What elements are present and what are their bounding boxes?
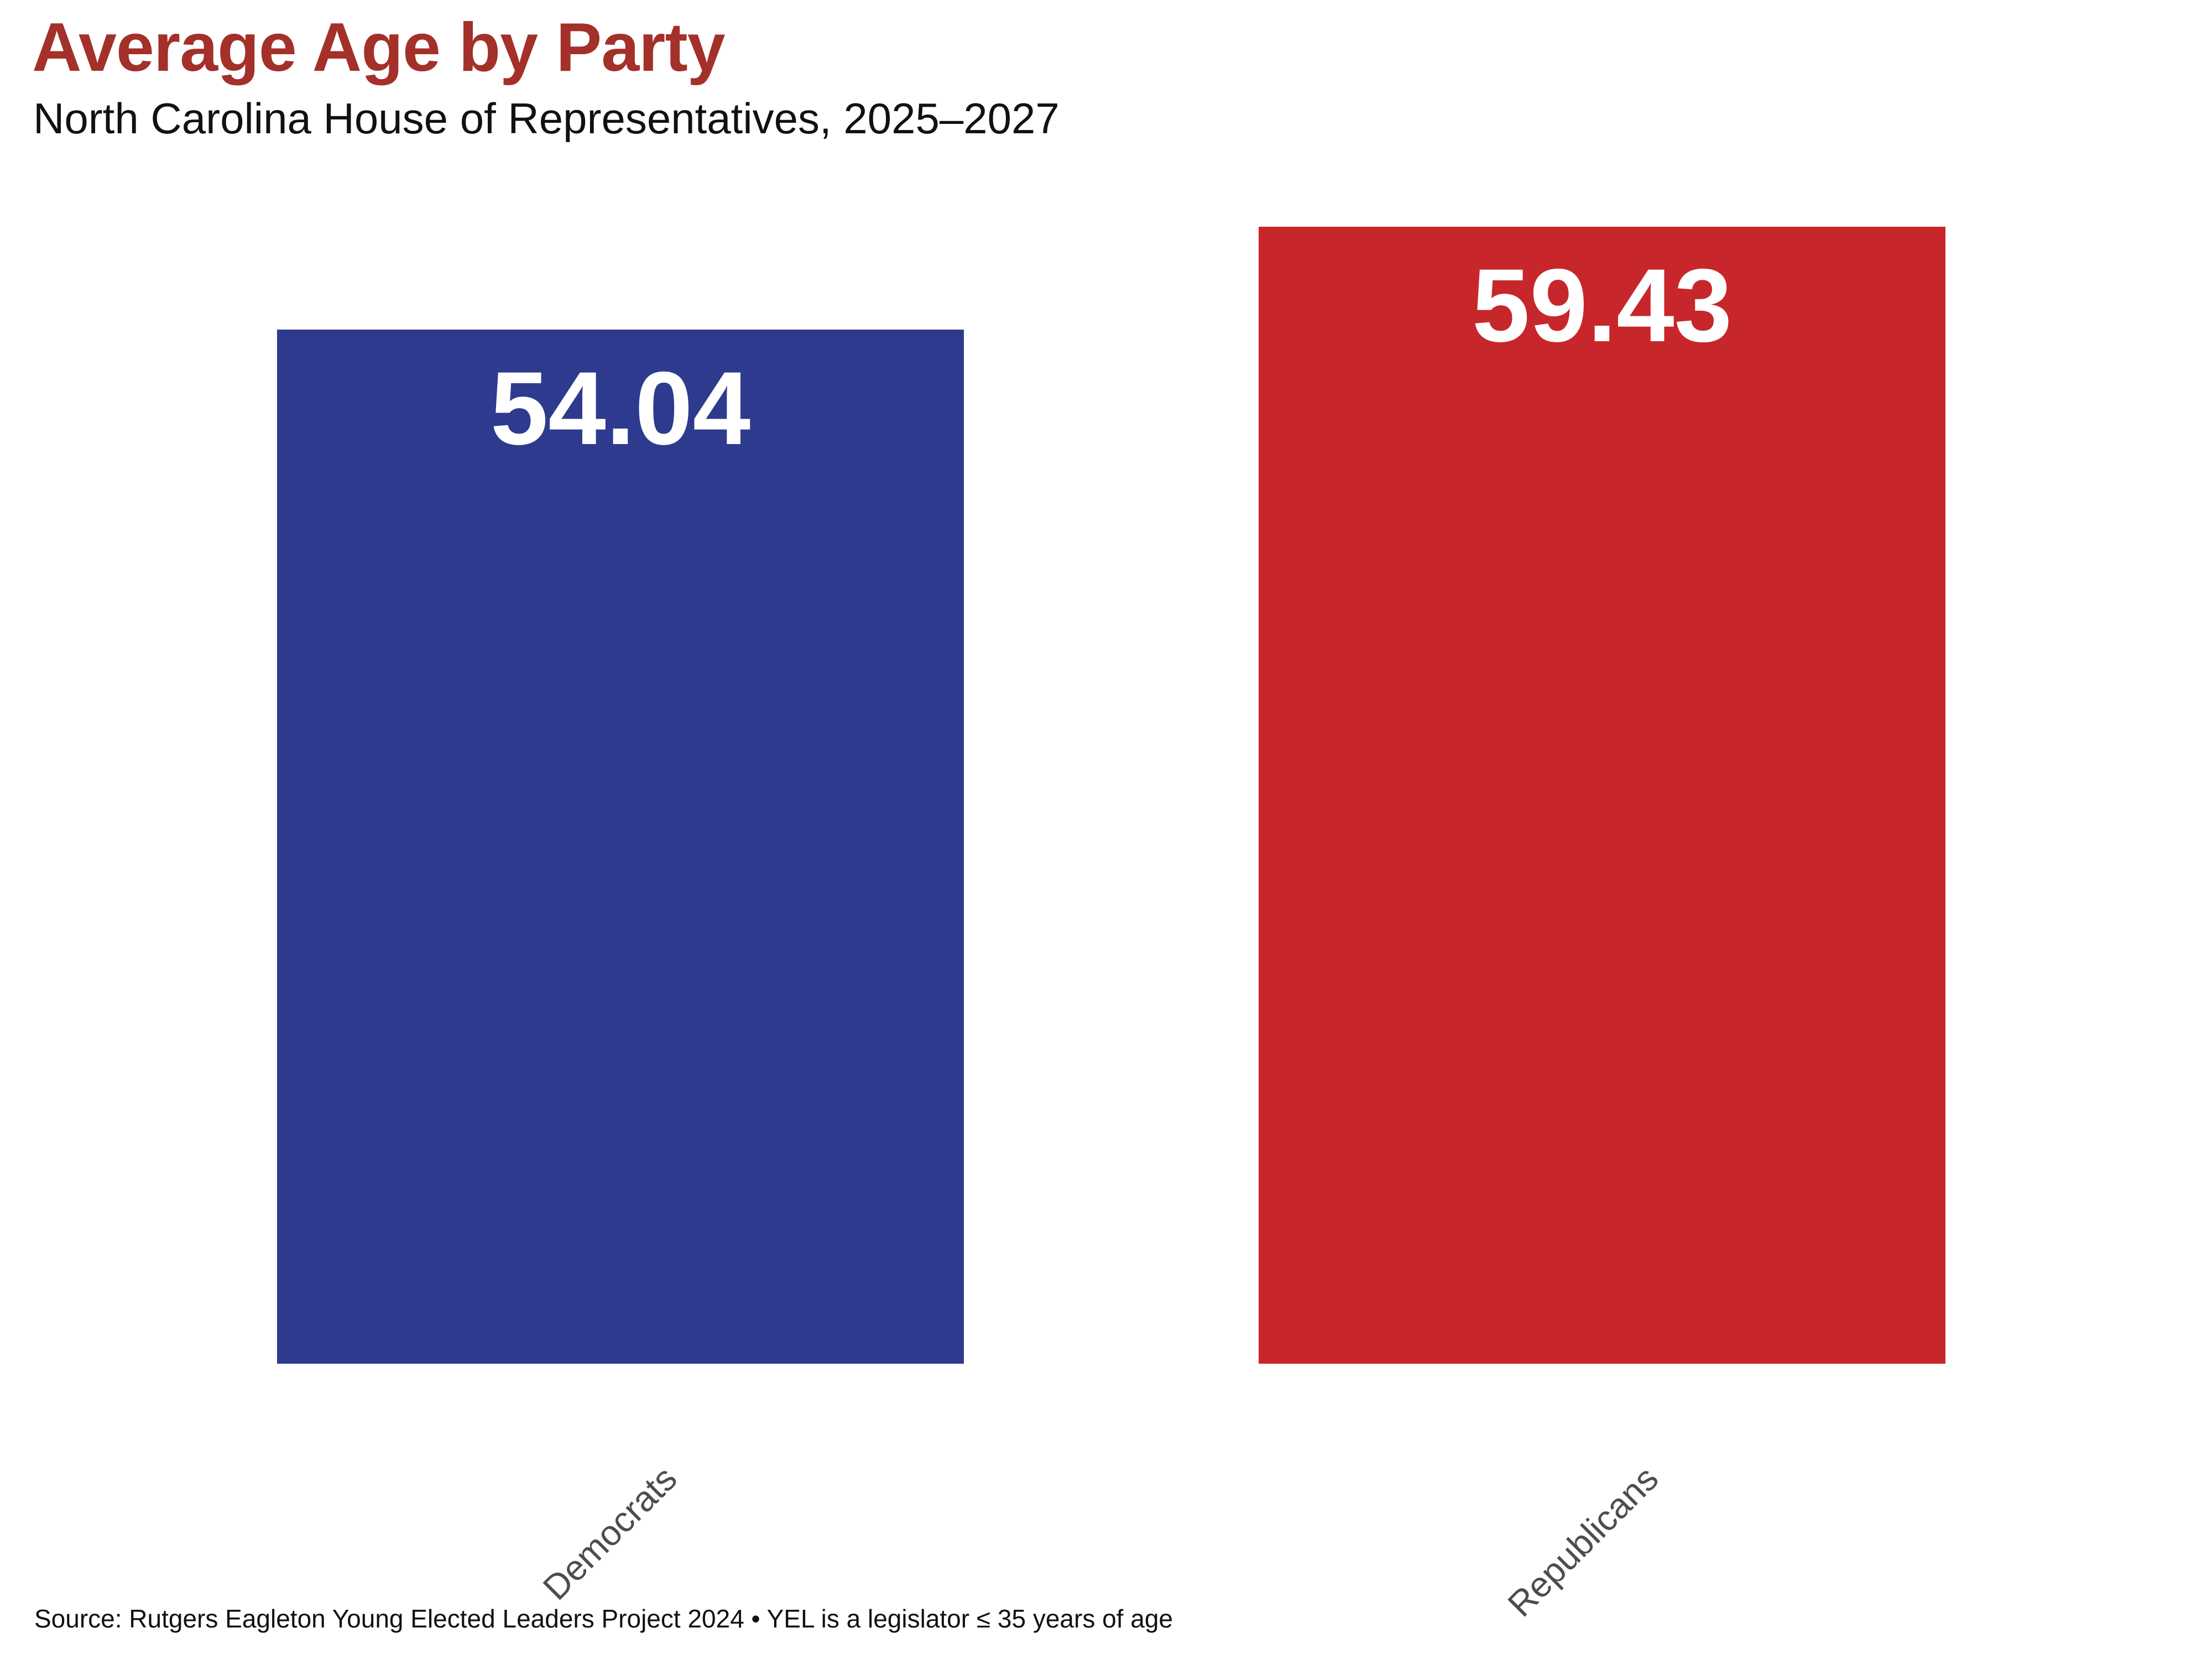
x-tick-label-republicans: Republicans	[1500, 1458, 1666, 1625]
source-note: Source: Rutgers Eagleton Young Elected L…	[34, 1604, 1173, 1633]
bar-value-label: 54.04	[490, 350, 751, 466]
bar-democrats: 54.04	[277, 330, 964, 1364]
bar-value-label: 59.43	[1472, 247, 1733, 363]
x-tick-label-democrats: Democrats	[535, 1458, 685, 1608]
chart-subtitle: North Carolina House of Representatives,…	[33, 94, 1060, 143]
bar-republicans: 59.43	[1259, 227, 1945, 1364]
chart-title: Average Age by Party	[32, 9, 726, 86]
